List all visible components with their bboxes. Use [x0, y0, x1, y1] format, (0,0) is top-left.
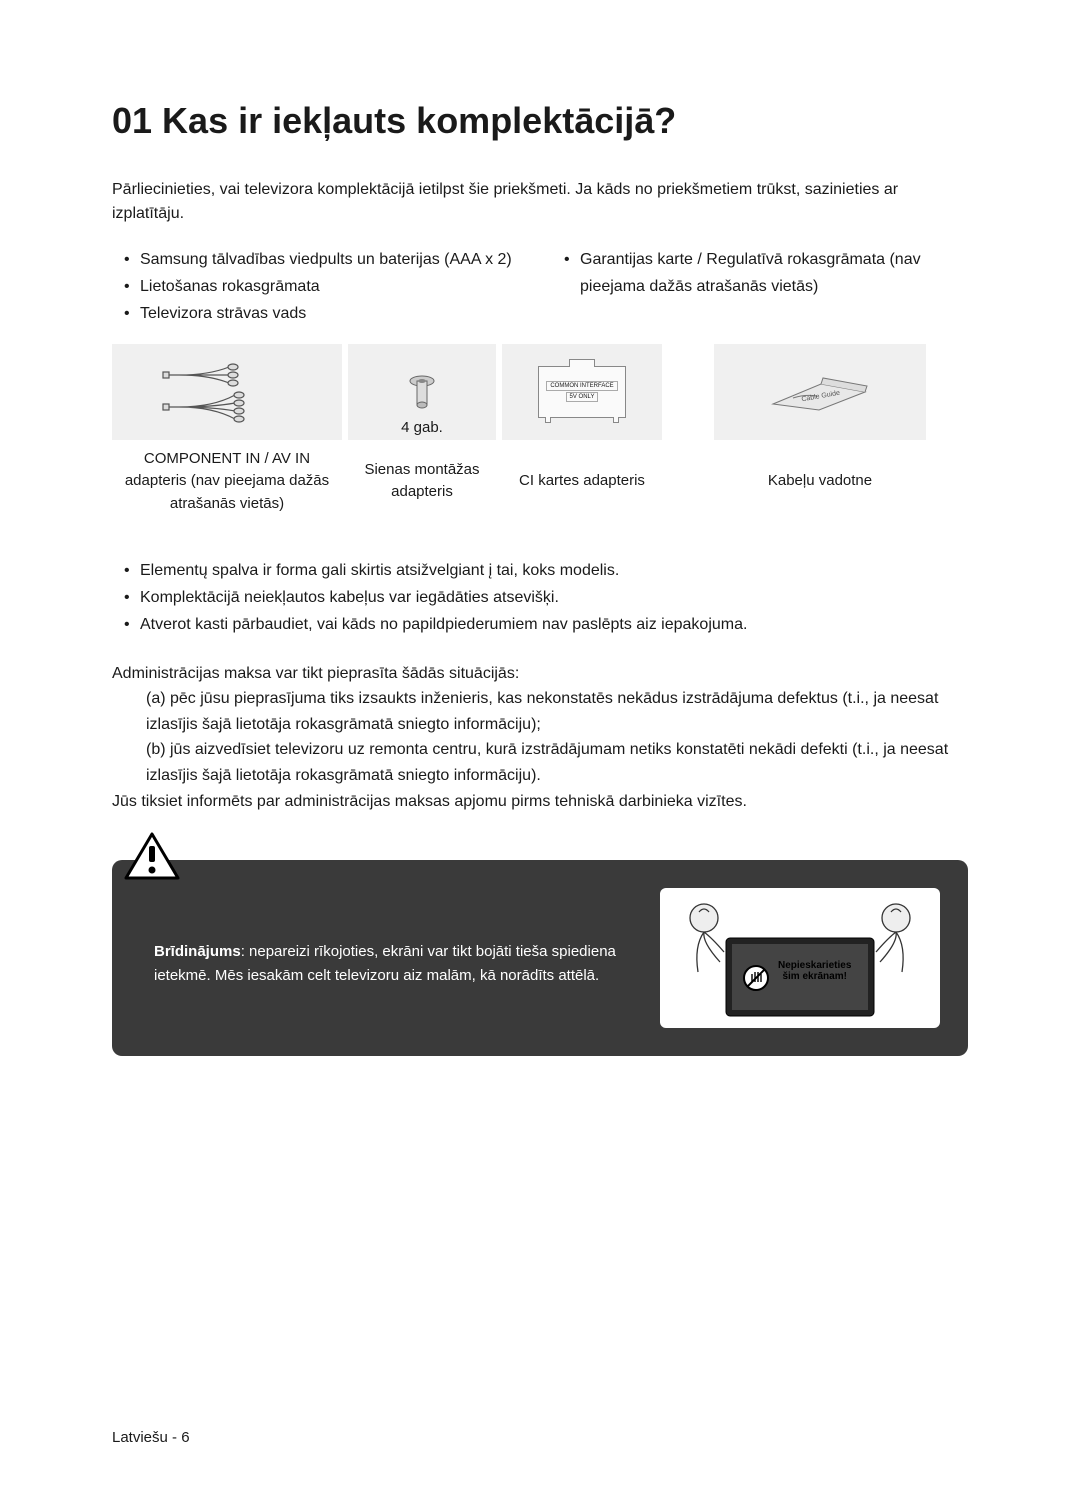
ci-box-icon: COMMON INTERFACE 5V ONLY	[538, 366, 626, 418]
cables-icon	[157, 357, 297, 427]
illus-text-2: šim ekrānam!	[782, 971, 846, 982]
warning-illustration: Nepieskarieties šim ekrānam!	[660, 888, 940, 1028]
admin-intro: Administrācijas maksa var tikt pieprasīt…	[112, 661, 968, 687]
admin-fee-section: Administrācijas maksa var tikt pieprasīt…	[112, 661, 968, 815]
page-heading: 01 Kas ir iekļauts komplektācijā?	[112, 100, 968, 142]
warning-box: Brīdinājums: nepareizi rīkojoties, ekrān…	[112, 860, 968, 1056]
ci-text-1: COMMON INTERFACE	[546, 381, 617, 391]
cableguide-icon: Cable Guide	[765, 370, 875, 414]
list-item: Atverot kasti pārbaudiet, vai kāds no pa…	[112, 611, 968, 638]
intro-paragraph: Pārliecinieties, vai televizora komplekt…	[112, 178, 968, 226]
wallmount-icon	[407, 371, 437, 413]
page-footer: Latviešu - 6	[112, 1429, 190, 1446]
accessory-wall-mount: 4 gab.	[348, 344, 496, 440]
notes-list: Elementų spalva ir forma gali skirtis at…	[112, 557, 968, 639]
accessory-cable-guide: Cable Guide	[714, 344, 926, 440]
accessory-ci-adapter: COMMON INTERFACE 5V ONLY	[502, 344, 662, 440]
included-lists: Samsung tālvadības viedpults un baterija…	[112, 246, 968, 328]
accessory-label: CI kartes adapteris	[502, 444, 662, 520]
list-item: Lietošanas rokasgrāmata	[112, 273, 528, 300]
carry-tv-icon	[660, 888, 940, 1028]
list-item: Televizora strāvas vads	[112, 300, 528, 327]
ci-text-2: 5V ONLY	[566, 392, 599, 402]
list-item: Garantijas karte / Regulatīvā rokasgrāma…	[552, 246, 968, 300]
quantity-label: 4 gab.	[401, 419, 443, 436]
right-list: Garantijas karte / Regulatīvā rokasgrāma…	[552, 246, 968, 300]
accessory-label: Sienas montāžas adapteris	[348, 444, 496, 520]
accessory-labels-row: COMPONENT IN / AV IN adapteris (nav piee…	[112, 444, 968, 520]
accessory-label: COMPONENT IN / AV IN adapteris (nav piee…	[112, 444, 342, 520]
left-list: Samsung tālvadības viedpults un baterija…	[112, 246, 528, 328]
warning-text: Brīdinājums: nepareizi rīkojoties, ekrān…	[154, 928, 640, 988]
list-item: Samsung tālvadības viedpults un baterija…	[112, 246, 528, 273]
warning-triangle-icon	[124, 832, 180, 882]
list-item: Elementų spalva ir forma gali skirtis at…	[112, 557, 968, 584]
warning-label: Brīdinājums	[154, 943, 241, 960]
illus-text-1: Nepieskarieties	[778, 960, 851, 971]
list-item: Komplektācijā neiekļautos kabeļus var ie…	[112, 584, 968, 611]
admin-item-a: (a) pēc jūsu pieprasījuma tiks izsaukts …	[112, 686, 968, 737]
accessory-label: Kabeļu vadotne	[714, 444, 926, 520]
accessory-component-adapter	[112, 344, 342, 440]
admin-item-b: (b) jūs aizvedīsiet televizoru uz remont…	[112, 737, 968, 788]
admin-outro: Jūs tiksiet informēts par administrācija…	[112, 789, 968, 815]
accessory-images-row: 4 gab. COMMON INTERFACE 5V ONLY Cable Gu…	[112, 344, 968, 440]
